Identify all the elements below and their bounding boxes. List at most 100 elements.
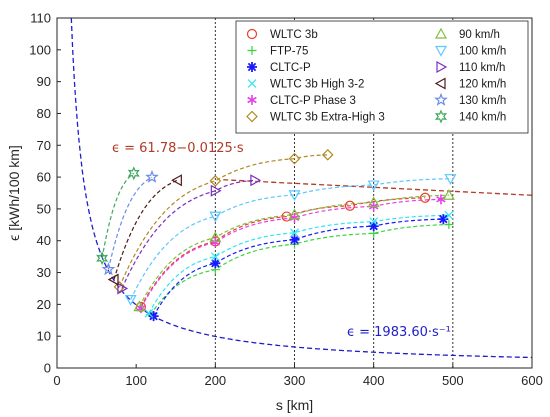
series-line	[140, 197, 426, 308]
x-axis-ticks: 0 100 200 300 400 500 600	[53, 364, 543, 388]
series-line	[121, 179, 255, 289]
legend-label: 100 km/h	[459, 46, 506, 58]
data-point	[321, 148, 334, 161]
data-point	[133, 300, 146, 312]
data-point	[171, 174, 182, 187]
series-line	[130, 178, 451, 300]
data-point	[250, 174, 262, 187]
x-tick-label: 0	[53, 373, 60, 388]
fit-curve	[223, 179, 533, 196]
legend-marker	[436, 60, 448, 74]
data-point	[209, 231, 222, 243]
legend-entry: 110 km/h	[436, 60, 505, 74]
y-tick-label: 50	[37, 201, 51, 216]
x-tick-label: 200	[204, 373, 226, 388]
legend-label: CLTC-P	[270, 62, 311, 74]
legend-marker	[434, 92, 448, 106]
legend-label: WLTC 3b High 3-2	[270, 79, 364, 91]
data-point	[107, 273, 119, 286]
y-tick-label: 0	[44, 361, 51, 376]
legend-entry: FTP-75	[247, 46, 308, 58]
data-point	[367, 180, 380, 192]
legend-entry: 140 km/h	[434, 109, 506, 124]
data-point	[420, 192, 431, 203]
data-point	[210, 184, 222, 197]
legend-marker	[246, 28, 258, 40]
data-point	[148, 311, 159, 322]
data-point	[144, 308, 154, 318]
data-point	[288, 152, 301, 165]
data-point	[124, 294, 137, 306]
data-point	[290, 228, 299, 238]
data-point	[210, 237, 221, 248]
legend-marker	[434, 27, 448, 39]
legend-marker	[246, 110, 258, 123]
legend-entry: 120 km/h	[434, 77, 506, 91]
series-line	[153, 218, 444, 317]
data-point	[289, 234, 300, 245]
linear-fit-annotation: ϵ = 61.78−0.0125·s	[112, 141, 244, 156]
series-line	[118, 154, 328, 288]
legend-marker	[247, 95, 257, 105]
data-point	[436, 194, 446, 205]
y-tick-label: 10	[37, 329, 51, 344]
legend-label: 130 km/h	[459, 95, 506, 107]
series-line	[148, 214, 449, 314]
legend-marker	[247, 62, 257, 72]
data-point	[210, 258, 221, 269]
data-point	[444, 174, 457, 185]
series-line	[107, 176, 153, 270]
legend-entry: 100 km/h	[434, 45, 506, 58]
legend-label: 110 km/h	[459, 62, 505, 74]
data-point	[444, 220, 454, 229]
x-tick-label: 600	[521, 373, 543, 388]
legend-label: 120 km/h	[459, 79, 506, 91]
legend-marker	[247, 46, 257, 55]
data-point	[209, 175, 222, 187]
data-point	[368, 221, 379, 232]
legend-entry: 130 km/h	[434, 92, 506, 107]
reciprocal-fit-annotation: ϵ = 1983.60·s⁻¹	[347, 325, 451, 340]
y-tick-label: 40	[37, 233, 51, 248]
series-line	[101, 172, 135, 259]
x-tick-label: 300	[284, 373, 306, 388]
data-point	[113, 281, 126, 293]
y-tick-label: 30	[37, 265, 51, 280]
data-point	[438, 214, 449, 225]
legend-label: FTP-75	[270, 46, 308, 58]
y-axis-ticks: 0 10 20 30 40 50 60 70 80 90 100 110	[29, 11, 61, 376]
x-tick-label: 400	[363, 373, 385, 388]
legend-entry: CLTC-P	[247, 62, 311, 74]
legend-marker	[434, 109, 448, 124]
legend: WLTC 3b FTP-75 CLTC-P WLTC 3b High 3-2 CLTC-…	[235, 20, 529, 134]
data-point	[367, 196, 380, 208]
data-point	[145, 169, 159, 183]
legend-label: 140 km/h	[459, 112, 506, 124]
data-point	[369, 217, 379, 227]
x-tick-label: 100	[125, 373, 147, 388]
legend-marker	[434, 77, 446, 90]
data-point	[442, 188, 455, 200]
legend-entry: WLTC 3b Extra-High 3	[246, 110, 385, 124]
legend-entry: CLTC-P Phase 3	[247, 95, 356, 107]
data-point	[127, 166, 140, 181]
y-tick-label: 110	[30, 11, 51, 26]
data-point	[117, 282, 129, 295]
x-axis-label: s [km]	[276, 397, 313, 413]
legend-entry: 90 km/h	[434, 27, 500, 41]
x-tick-label: 500	[442, 373, 464, 388]
data-point	[209, 211, 222, 223]
legend-marker	[434, 45, 448, 57]
data-point	[444, 210, 454, 220]
data-point	[288, 208, 301, 220]
data-point	[210, 252, 220, 262]
y-tick-label: 90	[37, 74, 51, 89]
y-tick-label: 80	[37, 106, 51, 121]
legend-label: CLTC-P Phase 3	[270, 95, 356, 107]
data-markers	[96, 148, 457, 322]
data-point	[288, 190, 301, 202]
series-line	[113, 179, 178, 280]
legend-label: 90 km/h	[459, 29, 500, 41]
legend-label: WLTC 3b Extra-High 3	[270, 112, 385, 124]
